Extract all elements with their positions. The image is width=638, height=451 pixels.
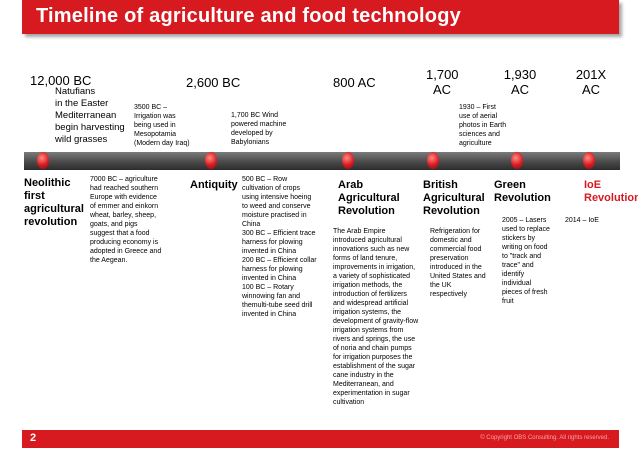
note-antiquity: 500 BC – Row cultivation of crops using … xyxy=(242,176,317,318)
era-neolithic: Neolithic first agricultural revolution xyxy=(24,177,84,228)
timeline-marker xyxy=(37,152,49,169)
timeline-marker xyxy=(583,152,595,169)
date-label-201xac: 201X AC xyxy=(575,67,607,97)
era-british: British Agricultural Revolution xyxy=(423,179,485,217)
note-natufians: Natufians in the Easter Mediterranean be… xyxy=(55,86,125,145)
timeline-marker xyxy=(205,152,217,169)
page-title: Timeline of agriculture and food technol… xyxy=(36,5,461,27)
timeline-marker xyxy=(511,152,523,169)
date-label-1700ac: 1,700 AC xyxy=(426,67,459,97)
note-aerial-photos: 1930 – First use of aerial photos in Ear… xyxy=(459,104,507,147)
era-antiquity: Antiquity xyxy=(190,179,238,191)
footer-bar: 2 © Copyright OBS Consulting. All rights… xyxy=(22,430,619,448)
note-irrigation: 3500 BC – Irrigation was being used in M… xyxy=(134,104,190,147)
timeline-marker xyxy=(342,152,354,169)
date-label-1930ac: 1,930 AC xyxy=(503,67,537,97)
date-label-12000bc: 12,000 BC xyxy=(30,73,92,88)
page-number: 2 xyxy=(30,432,37,444)
era-ioe: IoE Revolution xyxy=(584,179,638,204)
era-green: Green Revolution xyxy=(494,179,551,204)
note-ioe: 2014 – IoE xyxy=(565,217,599,224)
note-green: 2005 – Lasers used to replace stickers b… xyxy=(502,217,550,305)
timeline-axis xyxy=(24,152,620,170)
timeline-marker xyxy=(427,152,439,169)
copyright-notice: © Copyright OBS Consulting. All rights r… xyxy=(480,435,609,441)
note-arab: The Arab Empire introduced agricultural … xyxy=(333,228,419,406)
title-bar: Timeline of agriculture and food technol… xyxy=(22,0,619,34)
era-arab: Arab Agricultural Revolution xyxy=(338,179,400,217)
date-label-2600bc: 2,600 BC xyxy=(186,75,241,90)
note-neolithic: 7000 BC – agriculture had reached southe… xyxy=(90,176,162,264)
date-label-800ac: 800 AC xyxy=(333,75,376,90)
note-british: Refrigeration for domestic and commercia… xyxy=(430,228,486,298)
note-wind-machine: 1,700 BC Wind powered machine developed … xyxy=(231,112,287,146)
